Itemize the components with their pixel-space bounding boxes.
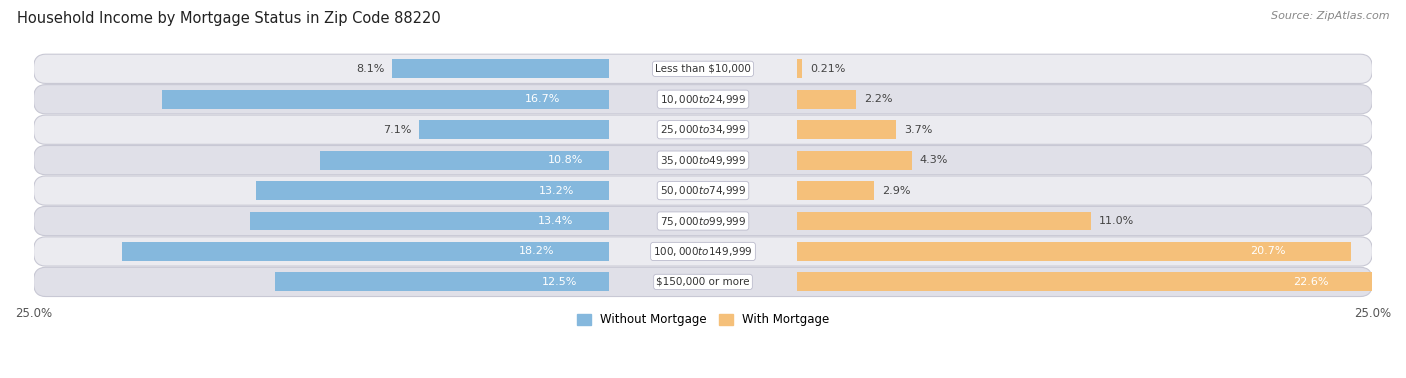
Text: $25,000 to $34,999: $25,000 to $34,999 [659, 123, 747, 136]
FancyBboxPatch shape [34, 176, 1372, 205]
FancyBboxPatch shape [34, 206, 1372, 235]
Text: Less than $10,000: Less than $10,000 [655, 64, 751, 74]
Text: $150,000 or more: $150,000 or more [657, 277, 749, 287]
Text: 0.21%: 0.21% [810, 64, 846, 74]
Bar [122, 242, 609, 261]
Text: $50,000 to $74,999: $50,000 to $74,999 [659, 184, 747, 197]
FancyBboxPatch shape [34, 146, 1372, 175]
Text: 13.4%: 13.4% [537, 216, 574, 226]
Text: 7.1%: 7.1% [382, 125, 411, 135]
Bar [162, 90, 609, 109]
Bar [797, 181, 875, 200]
Text: 8.1%: 8.1% [356, 64, 384, 74]
Bar [797, 151, 912, 170]
Bar [797, 120, 896, 139]
Bar [419, 120, 609, 139]
Text: 2.9%: 2.9% [883, 186, 911, 195]
Text: 20.7%: 20.7% [1250, 246, 1285, 256]
FancyBboxPatch shape [34, 237, 1372, 266]
Bar [797, 59, 803, 78]
Text: 13.2%: 13.2% [538, 186, 574, 195]
Text: 3.7%: 3.7% [904, 125, 932, 135]
Bar [274, 273, 609, 291]
Text: 12.5%: 12.5% [541, 277, 576, 287]
Bar [250, 212, 609, 231]
Text: 4.3%: 4.3% [920, 155, 948, 165]
Text: 18.2%: 18.2% [519, 246, 554, 256]
Text: $35,000 to $49,999: $35,000 to $49,999 [659, 153, 747, 167]
Text: Source: ZipAtlas.com: Source: ZipAtlas.com [1271, 11, 1389, 21]
Bar [797, 242, 1351, 261]
Legend: Without Mortgage, With Mortgage: Without Mortgage, With Mortgage [572, 309, 834, 331]
Bar [797, 90, 856, 109]
FancyBboxPatch shape [34, 85, 1372, 114]
FancyBboxPatch shape [34, 267, 1372, 296]
Text: 10.8%: 10.8% [548, 155, 583, 165]
Text: Household Income by Mortgage Status in Zip Code 88220: Household Income by Mortgage Status in Z… [17, 11, 440, 26]
FancyBboxPatch shape [34, 115, 1372, 144]
Text: 11.0%: 11.0% [1099, 216, 1135, 226]
Text: 2.2%: 2.2% [863, 94, 893, 104]
Bar [797, 212, 1091, 231]
Text: $75,000 to $99,999: $75,000 to $99,999 [659, 215, 747, 228]
Bar [392, 59, 609, 78]
Text: 22.6%: 22.6% [1294, 277, 1329, 287]
Bar [797, 273, 1402, 291]
Text: 16.7%: 16.7% [524, 94, 560, 104]
Bar [321, 151, 609, 170]
Text: $10,000 to $24,999: $10,000 to $24,999 [659, 93, 747, 106]
Text: $100,000 to $149,999: $100,000 to $149,999 [654, 245, 752, 258]
Bar [256, 181, 609, 200]
FancyBboxPatch shape [34, 54, 1372, 84]
